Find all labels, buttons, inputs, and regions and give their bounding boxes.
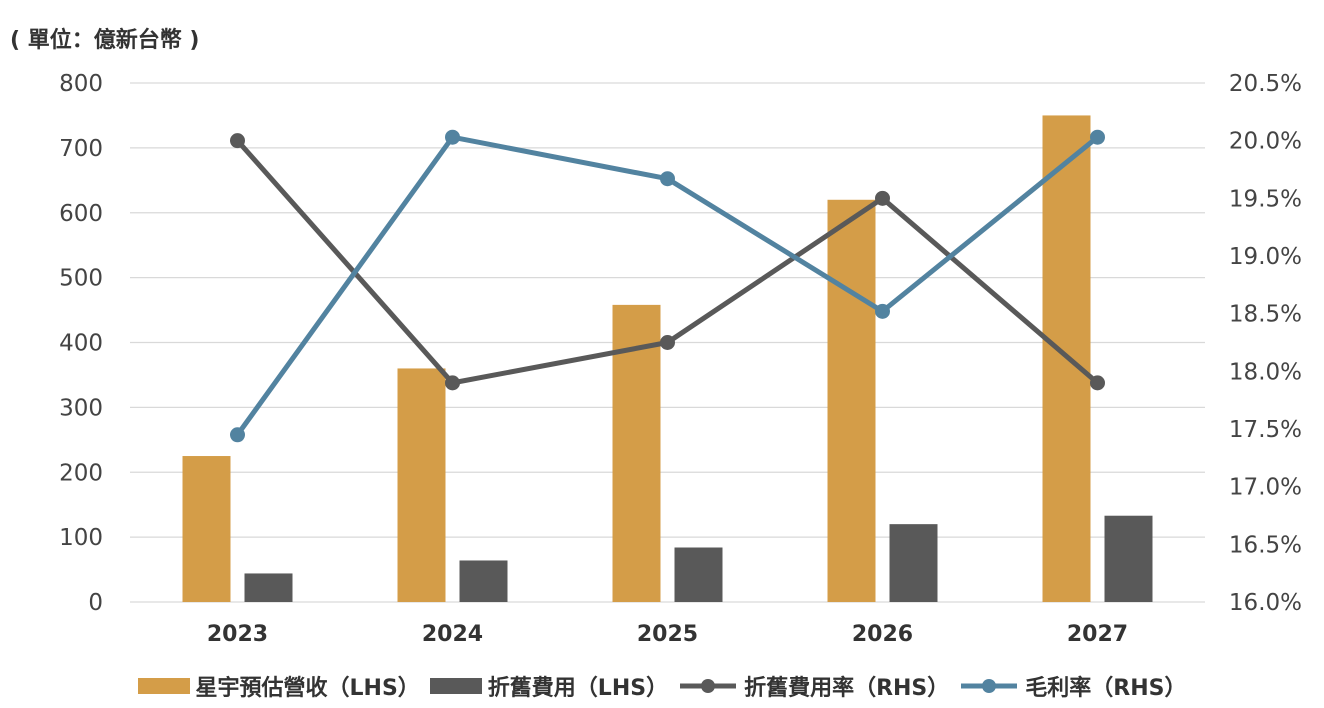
legend-label-revenue: 星宇預估營收（LHS） [195,676,420,701]
legend: 星宇預估營收（LHS） 折舊費用（LHS） 折舊費用率（RHS） 毛利率（RHS… [0,668,1324,704]
right-axis-ticks: 16.0% 16.5% 17.0% 17.5% 18.0% 18.5% 19.0% 19.5%… [1229,71,1302,616]
right-tick-label: 18.5% [1229,302,1302,328]
legend-swatch-gross-margin [961,679,1018,693]
legend-label-depreciation: 折舊費用（LHS） [487,676,669,701]
gridlines [130,82,1205,603]
legend-label-gross-margin: 毛利率（RHS） [1025,676,1187,701]
left-tick-label: 100 [59,525,103,551]
legend-item-depreciation: 折舊費用（LHS） [429,670,669,702]
category-label: 2027 [1067,622,1128,647]
bar-revenue [827,199,876,602]
point-gross-margin [660,171,675,187]
point-dep-rate [660,335,675,350]
legend-swatch-depreciation [429,678,482,694]
bars [182,115,1153,602]
category-label: 2026 [852,622,913,647]
bar-depreciation [244,573,293,602]
legend-item-dep-rate: 折舊費用率（RHS） [678,670,949,702]
point-dep-rate [1090,375,1105,391]
right-tick-label: 19.5% [1229,186,1302,212]
left-tick-label: 700 [59,136,103,162]
point-gross-margin [875,303,890,319]
category-label: 2024 [422,622,483,647]
point-gross-margin [230,427,245,443]
category-label: 2023 [207,622,268,647]
left-tick-label: 500 [59,266,103,292]
unit-label: ( 單位：億新台幣 ) [10,28,200,53]
category-label: 2025 [637,622,698,647]
bar-revenue [182,456,231,602]
legend-swatch-marker [982,679,997,693]
right-tick-label: 20.5% [1229,71,1302,97]
point-gross-margin [1090,129,1105,145]
bar-depreciation [459,560,508,602]
right-tick-label: 18.0% [1229,359,1302,385]
legend-swatch-dep-rate [680,679,737,693]
bar-depreciation [674,547,723,602]
bar-depreciation [889,524,938,602]
bar-revenue [612,304,661,602]
bar-revenue [397,368,446,602]
left-tick-label: 800 [59,71,103,97]
left-tick-label: 600 [59,201,103,227]
left-axis-ticks: 0 100 200 300 400 500 600 700 800 [59,71,103,616]
legend-item-gross-margin: 毛利率（RHS） [959,670,1186,702]
left-tick-label: 400 [59,331,103,357]
legend-swatch-marker [701,679,716,693]
legend-swatch-revenue [137,678,190,694]
left-tick-label: 0 [88,590,103,616]
point-dep-rate [230,133,245,149]
point-gross-margin [445,129,460,145]
legend-item-revenue: 星宇預估營收（LHS） [137,670,420,702]
left-tick-label: 200 [59,460,103,486]
combo-chart: 0 100 200 300 400 500 600 700 800 16.0% 16.5% 17.0… [59,71,1302,647]
right-tick-label: 19.0% [1229,244,1302,270]
legend-label-dep-rate: 折舊費用率（RHS） [744,676,950,701]
right-tick-label: 16.5% [1229,532,1302,558]
point-dep-rate [875,190,890,206]
right-tick-label: 17.0% [1229,475,1302,501]
bar-depreciation [1104,515,1153,602]
right-tick-label: 16.0% [1229,590,1302,616]
left-tick-label: 300 [59,395,103,421]
right-tick-label: 20.0% [1229,129,1302,155]
point-dep-rate [445,375,460,391]
category-labels: 2023 2024 2025 2026 2027 [207,622,1128,647]
right-tick-label: 17.5% [1229,417,1302,443]
lines [230,129,1105,443]
